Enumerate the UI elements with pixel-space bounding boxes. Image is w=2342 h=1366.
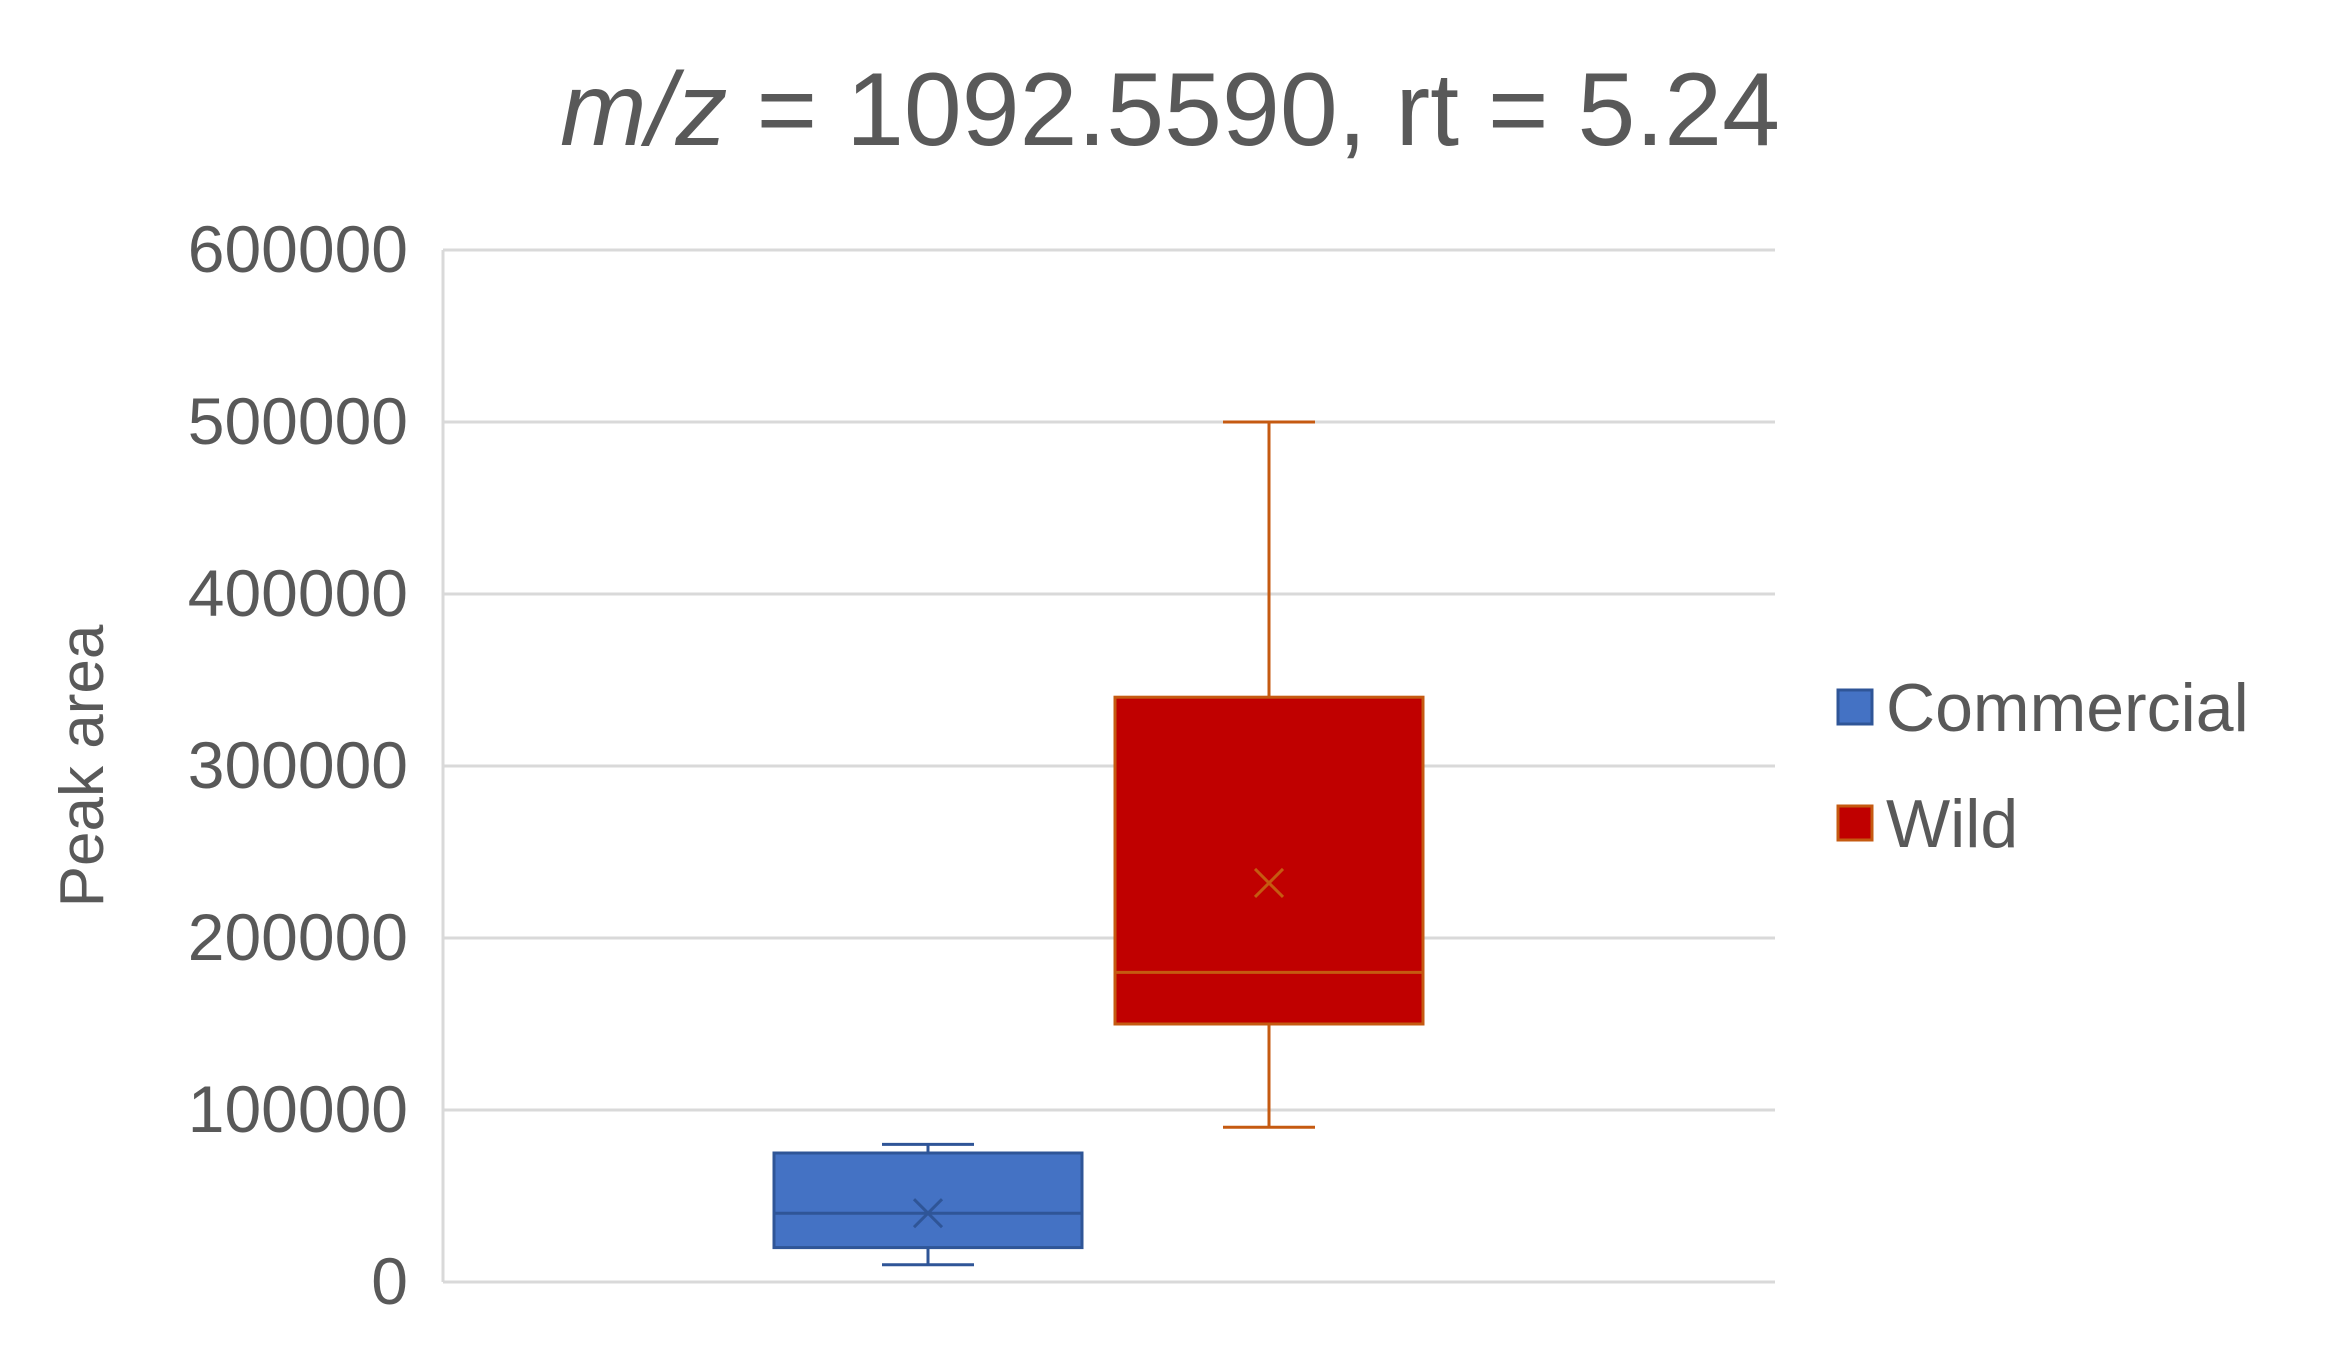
y-tick-label: 600000: [188, 212, 408, 286]
gridlines: [441, 248, 1775, 1284]
y-tick-label: 300000: [188, 728, 408, 802]
y-axis-label: Peak area: [48, 624, 117, 907]
y-tick-label: 400000: [188, 556, 408, 630]
legend-item-commercial: Commercial: [1836, 670, 2249, 746]
mean-marker-stroke-b: [912, 1198, 944, 1229]
box-commercial: [772, 1142, 1084, 1267]
mean-marker-stroke-b: [1253, 867, 1285, 899]
legend: Commercial Wild: [1836, 670, 2249, 862]
y-tick-label: 100000: [188, 1072, 408, 1146]
y-tick-label: 200000: [188, 900, 408, 974]
box-wild: [1113, 420, 1425, 1129]
chart-title-rest: = 1092.5590, rt = 5.24: [728, 52, 1780, 168]
legend-label: Commercial: [1886, 670, 2249, 746]
chart-title-italic: m/z: [560, 52, 728, 168]
boxes: [772, 420, 1425, 1267]
legend-item-wild: Wild: [1836, 786, 2018, 862]
legend-label: Wild: [1886, 786, 2018, 862]
interquartile-box: [1113, 695, 1425, 1026]
legend-swatch: [1836, 688, 1874, 726]
chart-title: m/z = 1092.5590, rt = 5.24: [560, 52, 1780, 168]
interquartile-box: [772, 1151, 1084, 1250]
legend-swatch: [1836, 804, 1874, 842]
y-tick-labels: 0 100000 200000 300000 400000 500000 600000: [188, 212, 408, 1318]
y-tick-label: 500000: [188, 384, 408, 458]
y-tick-label: 0: [371, 1244, 408, 1318]
